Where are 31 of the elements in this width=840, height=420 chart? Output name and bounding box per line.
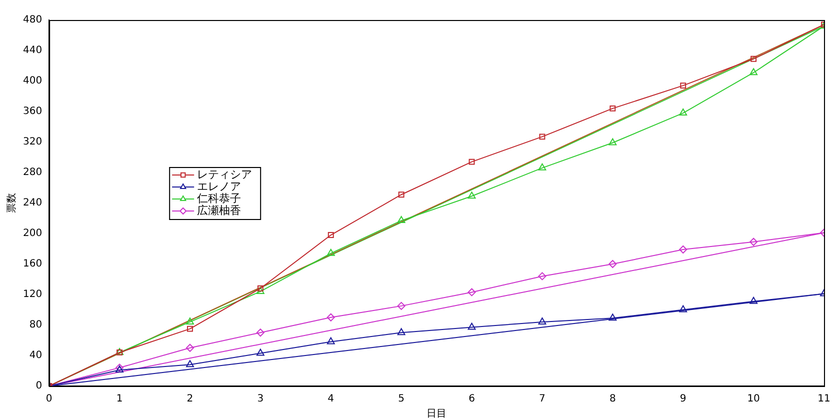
y-tick-label: 120 bbox=[22, 289, 42, 300]
x-axis-title: 日目 bbox=[426, 408, 447, 420]
y-tick-label: 80 bbox=[29, 320, 42, 331]
x-tick-label: 5 bbox=[398, 394, 405, 405]
legend-label: 広瀬柚香 bbox=[197, 204, 242, 217]
legend-label: レティシア bbox=[197, 168, 252, 181]
x-tick-label: 3 bbox=[257, 394, 264, 405]
y-tick-label: 440 bbox=[22, 45, 42, 56]
x-tick-label: 11 bbox=[818, 394, 830, 405]
x-tick-label: 1 bbox=[116, 394, 123, 405]
x-tick-label: 0 bbox=[46, 394, 52, 405]
y-tick-label: 200 bbox=[22, 228, 42, 240]
legend-label: 仁科恭子 bbox=[197, 192, 242, 205]
y-tick-label: 280 bbox=[22, 167, 42, 178]
y-tick-label: 360 bbox=[22, 106, 42, 118]
y-tick-label: 400 bbox=[22, 76, 42, 87]
y-tick-label: 320 bbox=[22, 136, 42, 148]
x-tick-label: 9 bbox=[680, 394, 686, 405]
y-tick-label: 40 bbox=[29, 350, 42, 362]
y-tick-label: 240 bbox=[22, 198, 42, 209]
legend-label: エレノア bbox=[197, 180, 242, 193]
x-tick-label: 10 bbox=[747, 394, 760, 405]
y-tick-label: 480 bbox=[22, 14, 42, 26]
x-tick-label: 2 bbox=[186, 394, 194, 405]
y-tick-label: 160 bbox=[22, 258, 42, 270]
x-tick-label: 8 bbox=[609, 394, 616, 405]
x-tick-label: 4 bbox=[328, 394, 334, 405]
x-tick-label: 6 bbox=[468, 394, 475, 405]
x-tick-label: 7 bbox=[539, 394, 546, 405]
y-tick-label: 0 bbox=[36, 380, 42, 392]
y-axis-title: 票数 bbox=[6, 193, 18, 213]
